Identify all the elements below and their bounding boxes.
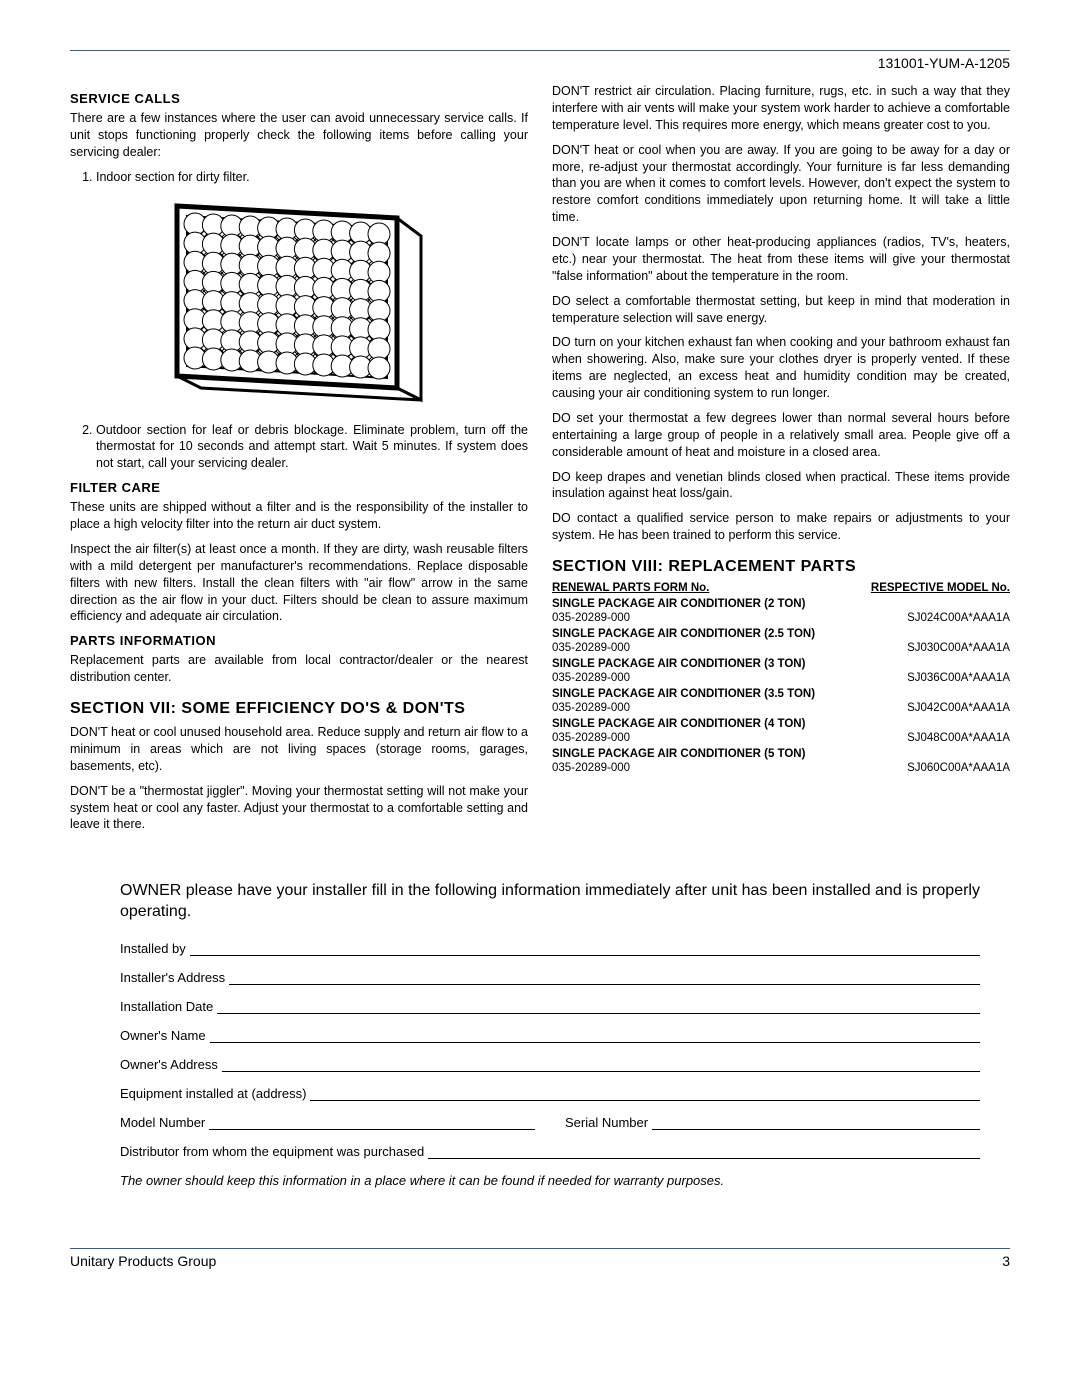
table-category: SINGLE PACKAGE AIR CONDITIONER (2 TON) bbox=[552, 598, 1010, 610]
owner-label: Model Number bbox=[120, 1115, 205, 1130]
right-p4: DO select a comfortable thermostat setti… bbox=[552, 293, 1010, 327]
table-model-no: SJ060C00A*AAA1A bbox=[907, 762, 1010, 774]
right-p8: DO contact a qualified service person to… bbox=[552, 510, 1010, 544]
table-category: SINGLE PACKAGE AIR CONDITIONER (3 TON) bbox=[552, 658, 1010, 670]
right-p3: DON'T locate lamps or other heat-produci… bbox=[552, 234, 1010, 285]
owner-label: Installed by bbox=[120, 941, 186, 956]
section-7-head: SECTION VII: SOME EFFICIENCY DO'S & DON'… bbox=[70, 700, 528, 718]
two-column-layout: SERVICE CALLS There are a few instances … bbox=[70, 83, 1010, 841]
owner-fill[interactable] bbox=[190, 942, 980, 956]
filter-care-p2: Inspect the air filter(s) at least once … bbox=[70, 541, 528, 625]
owner-fill[interactable] bbox=[217, 1000, 980, 1014]
page-footer: Unitary Products Group 3 bbox=[70, 1248, 1010, 1269]
table-row: 035-20289-000 SJ060C00A*AAA1A bbox=[552, 762, 1010, 774]
owner-field-equipment-address[interactable]: Equipment installed at (address) bbox=[120, 1086, 980, 1101]
owner-fill[interactable] bbox=[652, 1116, 980, 1130]
table-category: SINGLE PACKAGE AIR CONDITIONER (2.5 TON) bbox=[552, 628, 1010, 640]
owner-field-owners-name[interactable]: Owner's Name bbox=[120, 1028, 980, 1043]
right-p5: DO turn on your kitchen exhaust fan when… bbox=[552, 334, 1010, 402]
table-form-no: 035-20289-000 bbox=[552, 672, 630, 684]
left-column: SERVICE CALLS There are a few instances … bbox=[70, 83, 528, 841]
filter-care-head: FILTER CARE bbox=[70, 480, 528, 495]
owner-field-installers-address[interactable]: Installer's Address bbox=[120, 970, 980, 985]
owner-fill[interactable] bbox=[209, 1116, 535, 1130]
right-p1: DON'T restrict air circulation. Placing … bbox=[552, 83, 1010, 134]
owner-field-installation-date[interactable]: Installation Date bbox=[120, 999, 980, 1014]
owner-info-box: OWNER please have your installer fill in… bbox=[70, 881, 1010, 1188]
list-item: Outdoor section for leaf or debris block… bbox=[96, 422, 528, 473]
service-calls-list-2: Outdoor section for leaf or debris block… bbox=[96, 422, 528, 473]
owner-note: The owner should keep this information i… bbox=[120, 1173, 980, 1188]
owner-label: Owner's Name bbox=[120, 1028, 206, 1043]
owner-label: Installation Date bbox=[120, 999, 213, 1014]
owner-fill[interactable] bbox=[310, 1087, 980, 1101]
owner-fill[interactable] bbox=[428, 1145, 980, 1159]
footer-page-number: 3 bbox=[1002, 1253, 1010, 1269]
table-category: SINGLE PACKAGE AIR CONDITIONER (4 TON) bbox=[552, 718, 1010, 730]
table-model-no: SJ024C00A*AAA1A bbox=[907, 612, 1010, 624]
owner-field-owners-address[interactable]: Owner's Address bbox=[120, 1057, 980, 1072]
right-p7: DO keep drapes and venetian blinds close… bbox=[552, 469, 1010, 503]
document-id: 131001-YUM-A-1205 bbox=[70, 55, 1010, 71]
table-header-left: RENEWAL PARTS FORM No. bbox=[552, 582, 709, 594]
filter-illustration bbox=[159, 192, 439, 412]
table-row: 035-20289-000 SJ048C00A*AAA1A bbox=[552, 732, 1010, 744]
section-8-head: SECTION VIII: REPLACEMENT PARTS bbox=[552, 558, 1010, 576]
owner-label: Equipment installed at (address) bbox=[120, 1086, 306, 1101]
table-form-no: 035-20289-000 bbox=[552, 762, 630, 774]
owner-label: Installer's Address bbox=[120, 970, 225, 985]
table-form-no: 035-20289-000 bbox=[552, 702, 630, 714]
right-p6: DO set your thermostat a few degrees low… bbox=[552, 410, 1010, 461]
table-category: SINGLE PACKAGE AIR CONDITIONER (3.5 TON) bbox=[552, 688, 1010, 700]
owner-label: Serial Number bbox=[565, 1115, 648, 1130]
parts-info-p1: Replacement parts are available from loc… bbox=[70, 652, 528, 686]
service-calls-head: SERVICE CALLS bbox=[70, 91, 528, 106]
table-model-no: SJ048C00A*AAA1A bbox=[907, 732, 1010, 744]
owner-intro: OWNER please have your installer fill in… bbox=[120, 881, 980, 923]
table-form-no: 035-20289-000 bbox=[552, 732, 630, 744]
owner-label: Owner's Address bbox=[120, 1057, 218, 1072]
sec7-p2: DON'T be a "thermostat jiggler". Moving … bbox=[70, 783, 528, 834]
table-form-no: 035-20289-000 bbox=[552, 642, 630, 654]
sec7-p1: DON'T heat or cool unused household area… bbox=[70, 724, 528, 775]
parts-info-head: PARTS INFORMATION bbox=[70, 633, 528, 648]
table-row: 035-20289-000 SJ024C00A*AAA1A bbox=[552, 612, 1010, 624]
owner-label: Distributor from whom the equipment was … bbox=[120, 1144, 424, 1159]
owner-field-model-serial: Model Number Serial Number bbox=[120, 1115, 980, 1130]
owner-field-installed-by[interactable]: Installed by bbox=[120, 941, 980, 956]
table-category: SINGLE PACKAGE AIR CONDITIONER (5 TON) bbox=[552, 748, 1010, 760]
owner-field-distributor[interactable]: Distributor from whom the equipment was … bbox=[120, 1144, 980, 1159]
table-model-no: SJ036C00A*AAA1A bbox=[907, 672, 1010, 684]
top-rule bbox=[70, 50, 1010, 51]
right-p2: DON'T heat or cool when you are away. If… bbox=[552, 142, 1010, 226]
parts-table: RENEWAL PARTS FORM No. RESPECTIVE MODEL … bbox=[552, 582, 1010, 774]
table-model-no: SJ030C00A*AAA1A bbox=[907, 642, 1010, 654]
table-row: 035-20289-000 SJ030C00A*AAA1A bbox=[552, 642, 1010, 654]
table-form-no: 035-20289-000 bbox=[552, 612, 630, 624]
footer-left: Unitary Products Group bbox=[70, 1253, 216, 1269]
list-item: Indoor section for dirty filter. bbox=[96, 169, 528, 186]
table-row: 035-20289-000 SJ036C00A*AAA1A bbox=[552, 672, 1010, 684]
filter-care-p1: These units are shipped without a filter… bbox=[70, 499, 528, 533]
owner-fill[interactable] bbox=[210, 1029, 980, 1043]
owner-field-serial[interactable]: Serial Number bbox=[565, 1115, 980, 1130]
service-calls-list: Indoor section for dirty filter. bbox=[96, 169, 528, 186]
table-row: 035-20289-000 SJ042C00A*AAA1A bbox=[552, 702, 1010, 714]
table-header-right: RESPECTIVE MODEL No. bbox=[871, 582, 1010, 594]
right-column: DON'T restrict air circulation. Placing … bbox=[552, 83, 1010, 841]
table-header: RENEWAL PARTS FORM No. RESPECTIVE MODEL … bbox=[552, 582, 1010, 594]
owner-field-model[interactable]: Model Number bbox=[120, 1115, 535, 1130]
owner-fill[interactable] bbox=[222, 1058, 980, 1072]
table-model-no: SJ042C00A*AAA1A bbox=[907, 702, 1010, 714]
owner-fill[interactable] bbox=[229, 971, 980, 985]
service-calls-intro: There are a few instances where the user… bbox=[70, 110, 528, 161]
